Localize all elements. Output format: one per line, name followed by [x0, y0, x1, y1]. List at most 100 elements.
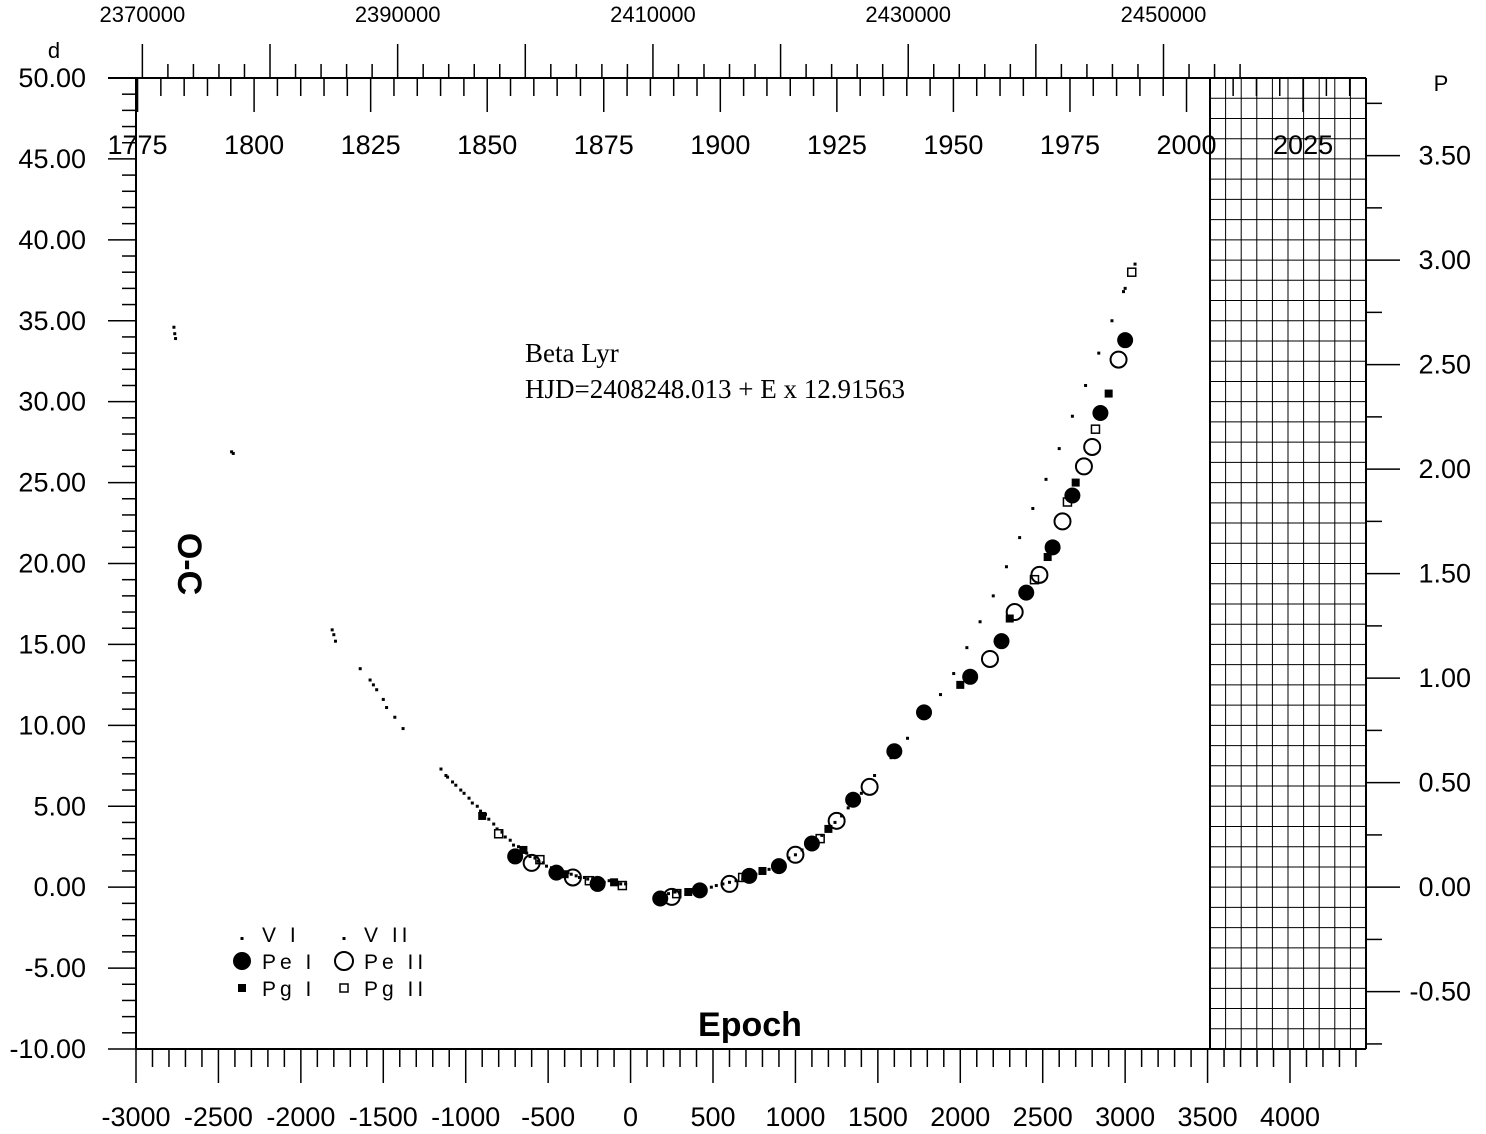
point-pg-i	[519, 845, 528, 854]
point-v-ii	[454, 783, 458, 787]
point-pe-i	[741, 867, 758, 884]
point-v-i	[820, 833, 824, 837]
point-pe-i	[507, 848, 524, 865]
point-v-ii	[479, 809, 483, 813]
point-pe-ii	[1109, 350, 1128, 369]
point-v-ii	[619, 882, 623, 886]
y-tick-label-left: 40.00	[18, 225, 86, 255]
point-v-i	[666, 892, 670, 896]
point-v-ii	[840, 814, 844, 818]
point-v-i	[1031, 506, 1035, 510]
y-tick-label-left: 0.00	[33, 872, 86, 902]
point-pg-ii	[671, 888, 682, 899]
point-pe-ii	[1083, 437, 1102, 456]
x-tick-label-bottom: -500	[521, 1102, 575, 1132]
point-v-i	[1004, 565, 1008, 569]
data-points	[172, 262, 1137, 907]
point-pg-i	[956, 680, 965, 689]
legend-label: V II	[364, 924, 412, 947]
point-v-i	[582, 875, 586, 879]
point-v-i	[459, 788, 463, 792]
annotation-star-name: Beta Lyr	[525, 338, 619, 368]
point-pe-i	[770, 858, 787, 875]
point-pg-ii	[617, 880, 628, 891]
point-pg-ii	[815, 833, 825, 844]
x-tick-label-bottom: -1500	[349, 1102, 418, 1132]
point-v-ii	[462, 791, 466, 795]
point-pe-i	[1064, 487, 1081, 504]
legend-marker-dot	[342, 937, 346, 940]
point-v-i	[492, 822, 496, 826]
x-tick-label-bottom: -2000	[266, 1102, 335, 1132]
legend-marker-filled-square	[238, 984, 246, 992]
y-tick-label-left: -5.00	[24, 953, 86, 983]
point-v-i	[906, 736, 910, 740]
point-pe-ii	[1005, 603, 1024, 622]
jd-tick-label: 2430000	[865, 2, 951, 27]
point-pg-ii	[584, 875, 595, 886]
year-tick-label: 2000	[1156, 130, 1216, 160]
point-pe-ii	[522, 853, 541, 872]
point-v-i	[833, 820, 837, 824]
x-axis-title: Epoch	[698, 1006, 802, 1044]
year-tick-label: 2025	[1273, 130, 1333, 160]
point-v-ii	[487, 817, 491, 821]
point-v-i	[607, 879, 611, 883]
legend-label: Pg II	[364, 978, 427, 1001]
point-v-ii	[512, 843, 516, 847]
point-pg-i	[758, 866, 767, 875]
year-tick-label: 1925	[807, 130, 867, 160]
legend: V I V II Pe I Pe II Pg I Pg II	[233, 924, 427, 1001]
point-v-i	[173, 332, 177, 336]
point-v-i	[1084, 383, 1088, 387]
point-v-ii	[709, 885, 713, 889]
y-tick-label-left: 35.00	[18, 306, 86, 336]
y-tick-label-right: 2.50	[1418, 350, 1471, 380]
point-pe-i	[1117, 332, 1134, 349]
x-tick-label-bottom: -3000	[101, 1102, 170, 1132]
point-v-i	[381, 697, 385, 701]
point-pe-ii	[1030, 565, 1049, 584]
right-grid	[1209, 77, 1367, 1050]
y-tick-label-left: 30.00	[18, 387, 86, 417]
point-pg-ii	[1029, 574, 1040, 585]
point-v-ii	[1121, 290, 1125, 294]
year-tick-label: 1975	[1040, 130, 1100, 160]
point-v-i	[371, 683, 375, 687]
point-v-i	[965, 646, 969, 650]
point-pg-ii	[1062, 497, 1073, 507]
year-tick-label: 1900	[690, 130, 750, 160]
annotation-ephemeris: HJD=2408248.013 + E x 12.91563	[525, 374, 905, 404]
y-tick-label-left: -10.00	[9, 1034, 86, 1064]
year-tick-label: 1825	[341, 130, 401, 160]
point-v-i	[873, 774, 877, 778]
y-tick-label-right: 3.50	[1418, 141, 1471, 171]
point-v-i	[1070, 414, 1074, 418]
point-pg-i	[684, 888, 693, 897]
year-tick-label: 1950	[923, 130, 983, 160]
point-pe-i	[1044, 539, 1061, 556]
x-tick-label-bottom: -2500	[184, 1102, 253, 1132]
point-v-i	[1097, 351, 1101, 355]
x-tick-label-bottom: 3500	[1178, 1102, 1238, 1132]
point-pe-ii	[1074, 457, 1093, 476]
point-v-ii	[577, 875, 581, 879]
y-tick-label-left: 10.00	[18, 710, 86, 740]
y-tick-label-left: 5.00	[33, 791, 86, 821]
point-pe-i	[886, 743, 903, 760]
point-pe-ii	[1053, 512, 1072, 531]
point-v-i	[332, 633, 336, 637]
point-pe-ii	[720, 874, 739, 893]
point-v-i	[231, 451, 235, 455]
jd-tick-label: 2450000	[1121, 2, 1207, 27]
point-pe-ii	[827, 811, 846, 830]
point-v-i	[1057, 447, 1061, 451]
point-v-i	[859, 791, 863, 795]
point-pe-i	[845, 791, 862, 808]
point-pg-i	[1005, 614, 1014, 623]
y-tick-label-left: 20.00	[18, 549, 86, 579]
point-v-ii	[673, 890, 677, 894]
x-tick-label-bottom: 4000	[1260, 1102, 1320, 1132]
point-pe-i	[993, 633, 1010, 650]
point-v-i	[516, 845, 520, 849]
